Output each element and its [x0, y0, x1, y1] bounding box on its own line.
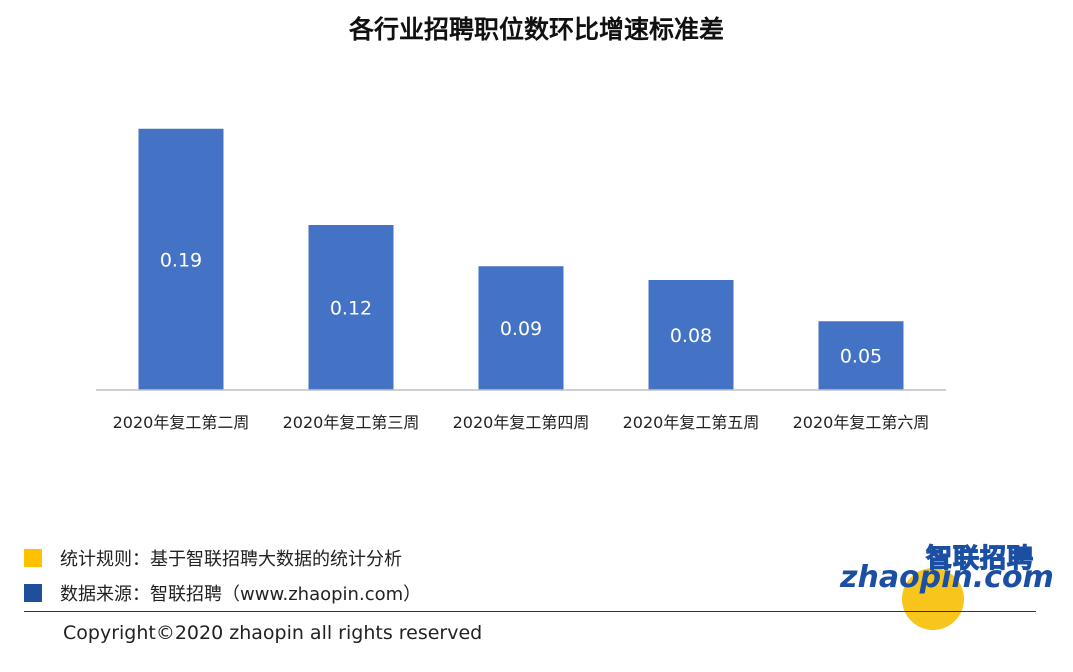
x-tick-label: 2020年复工第五周: [623, 413, 760, 432]
x-tick-label: 2020年复工第六周: [793, 413, 930, 432]
bar: [478, 266, 564, 390]
bar: [818, 321, 904, 390]
chart-title: 各行业招聘职位数环比增速标准差: [348, 15, 724, 44]
footer-divider: [24, 611, 1036, 612]
source-text: 数据来源：智联招聘（www.zhaopin.com）: [60, 584, 422, 605]
bar-chart: 0.19 2020年复工第二周 0.12 2020年复工第三周 0.09 2020年复工第…: [96, 128, 946, 432]
x-tick-label: 2020年复工第三周: [283, 413, 420, 432]
copyright-text: Copyright©2020 zhaopin all rights reserv…: [63, 622, 483, 644]
bars-group: [138, 128, 904, 390]
bar: [648, 280, 734, 390]
bar-value-label: 0.05: [840, 346, 882, 368]
x-tick-label: 2020年复工第四周: [453, 413, 590, 432]
rule-text: 统计规则：基于智联招聘大数据的统计分析: [60, 549, 402, 570]
blue-square-icon: [24, 584, 42, 602]
footer-rule: 统计规则：基于智联招聘大数据的统计分析: [24, 545, 402, 571]
x-tick-label: 2020年复工第二周: [113, 413, 250, 432]
bar-value-label: 0.08: [670, 325, 712, 347]
bar-value-label: 0.12: [330, 298, 372, 320]
bar: [138, 128, 224, 390]
footer-source: 数据来源：智联招聘（www.zhaopin.com）: [24, 580, 421, 606]
labels-group: 0.19 2020年复工第二周 0.12 2020年复工第三周 0.09 2020年复工第…: [113, 249, 930, 432]
logo-cn-text: 智联招聘: [925, 543, 1034, 574]
bar-value-label: 0.09: [500, 318, 542, 340]
zhaopin-logo: 智联招聘 zhaopin.com: [836, 538, 1054, 630]
yellow-square-icon: [24, 549, 42, 567]
logo-en-text: zhaopin.com: [840, 560, 1054, 595]
bar: [308, 225, 394, 390]
bar-value-label: 0.19: [160, 249, 202, 271]
